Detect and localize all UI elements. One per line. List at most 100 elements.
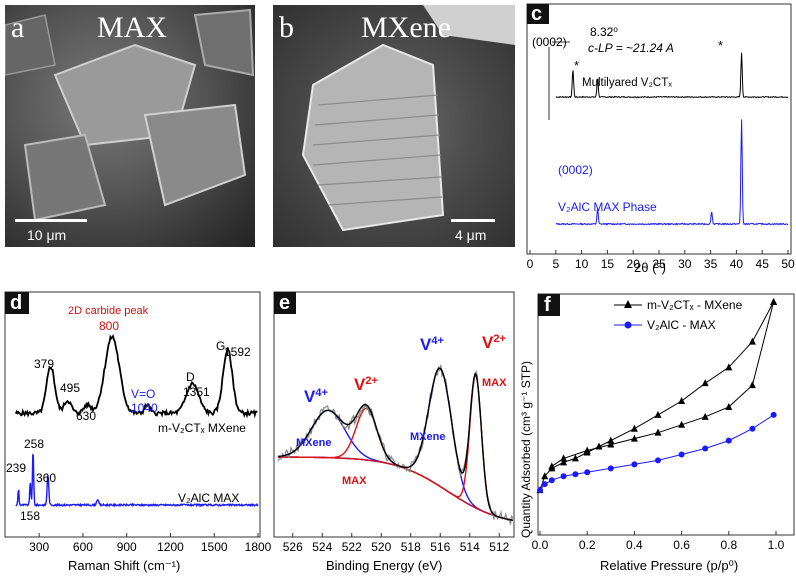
data-point (584, 469, 591, 476)
data-point (607, 465, 614, 472)
panel-c: c 0 5 10 15 20 25 30 35 40 45 50 (0002) 8.32o c-LP… (522, 0, 796, 275)
data-point (548, 477, 555, 484)
panel-title-max: MAX (97, 11, 168, 44)
star-1: * (574, 58, 579, 73)
data-point (541, 481, 548, 488)
label-630: 630 (76, 409, 96, 423)
x-tick-label: 518 (401, 540, 421, 554)
x-axis-ticks: 526 524 522 520 518 516 514 512 (283, 533, 510, 554)
label-379: 379 (34, 357, 54, 371)
panel-letter-e: e (279, 292, 290, 314)
data-point (541, 472, 549, 480)
star-2: * (718, 38, 723, 53)
panel-letter-box (538, 294, 560, 316)
x-tick-label: 30 (678, 257, 692, 271)
data-point (701, 412, 709, 420)
plot-frame (537, 293, 795, 536)
data-point (571, 454, 579, 462)
data-point (725, 363, 733, 371)
x-tick-label: 1500 (201, 540, 228, 554)
legend: m-V₂CTₓ - MXene V₂AlC - MAX (614, 298, 743, 332)
x-axis-ticks: 0.0 0.2 0.4 0.6 0.8 1.0 (532, 531, 785, 552)
data-point (749, 425, 756, 432)
data-point (607, 440, 615, 448)
peak-label-bottom: (0002) (558, 163, 593, 177)
legend-marker-mxene (624, 300, 632, 308)
label-v2-right: V2+ (482, 333, 506, 352)
panel-letter-d: d (10, 292, 22, 314)
raman-chart: d 300 600 900 1200 1500 1800 2D carbide peak … (4, 291, 272, 573)
data-point (678, 397, 686, 404)
data-point (560, 454, 568, 462)
label-mxene-right: MXene (410, 431, 445, 443)
x-tick-label: 0.6 (673, 538, 690, 552)
x-axis-label: 2θ (°) (634, 260, 666, 275)
data-point (770, 411, 777, 418)
label-258: 258 (24, 437, 44, 451)
x-tick-label: 35 (704, 257, 718, 271)
panel-f: f 0.0 0.2 0.4 0.6 0.8 1.0 m-V₂CTₓ - MXene V₂A… (519, 288, 796, 583)
x-tick-label: 526 (283, 540, 303, 554)
x-axis-label: Raman Shift (cm⁻¹) (68, 558, 180, 573)
x-tick-label: 512 (489, 540, 509, 554)
panel-letter-box (5, 292, 29, 314)
data-point (572, 471, 579, 478)
x-tick-label: 300 (29, 540, 49, 554)
data-point (702, 445, 709, 452)
series-line-max (15, 453, 259, 508)
x-tick-label: 5 (552, 257, 559, 271)
label-239: 239 (6, 461, 26, 475)
xrd-chart: c 0 5 10 15 20 25 30 35 40 45 50 (0002) 8.32o c-LP… (526, 3, 795, 275)
panel-d: d 300 600 900 1200 1500 1800 2D carbide peak … (0, 290, 272, 583)
x-tick-label: 25 (652, 257, 666, 271)
x-tick-label: 40 (730, 257, 744, 271)
data-point (748, 381, 756, 389)
label-max: V₂AlC MAX (178, 491, 239, 505)
scale-label: 10 μm (27, 227, 67, 243)
x-tick-label: 0 (527, 257, 534, 271)
data-point (630, 434, 638, 442)
panel-letter-box (527, 4, 549, 24)
x-tick-label: 45 (756, 257, 770, 271)
bet-chart: f 0.0 0.2 0.4 0.6 0.8 1.0 m-V₂CTₓ - MXene V₂A… (519, 293, 795, 573)
data-point (548, 462, 556, 470)
data-point (537, 487, 543, 494)
data-point (560, 473, 567, 480)
xps-chart: e 526 524 522 520 518 516 514 512 V4+ V2+ V4+ V… (273, 291, 515, 573)
label-vo: V=O (131, 387, 155, 401)
data-point (607, 436, 615, 444)
peak-label-top: (0002) (532, 35, 567, 49)
x-axis-label: Relative Pressure (p/p⁰) (600, 558, 738, 573)
label-max-right: MAX (482, 377, 507, 389)
x-axis-ticks: 300 600 900 1200 1500 1800 (29, 533, 272, 554)
angle-label: 8.32o (590, 25, 618, 40)
sem-grains-max (5, 8, 255, 222)
label-g: G (216, 339, 225, 353)
x-tick-label: 0.8 (720, 538, 737, 552)
x-tick-label: 0.4 (626, 538, 643, 552)
clp-label: c-LP = ~21.24 A (588, 41, 674, 55)
panel-e: e 526 524 522 520 518 516 514 512 V4+ V2+ V4+ V… (270, 290, 518, 583)
x-tick-label: 600 (73, 540, 93, 554)
series-line-max (555, 119, 789, 226)
panel-letter-b: b (279, 11, 294, 44)
data-point (654, 428, 662, 436)
scale-bar (15, 219, 87, 222)
label-360: 360 (36, 471, 56, 485)
x-tick-label: 900 (117, 540, 137, 554)
data-point (654, 410, 662, 418)
panel-letter-box (274, 292, 296, 314)
panel-letter-f: f (544, 294, 551, 316)
label-158: 158 (20, 509, 40, 523)
data-point (748, 337, 756, 345)
legend-label-mxene: m-V₂CTₓ - MXene (647, 298, 743, 312)
plot-frame (273, 291, 515, 538)
sem-image-max: a MAX 10 μm (5, 5, 255, 247)
data-point (583, 446, 591, 454)
label-1592: 1592 (224, 345, 251, 359)
series-group (536, 298, 778, 494)
x-tick-label: 1200 (157, 540, 184, 554)
envelope-line (277, 367, 513, 521)
panel-letter-c: c (531, 3, 542, 25)
x-tick-label: 0.0 (532, 538, 549, 552)
